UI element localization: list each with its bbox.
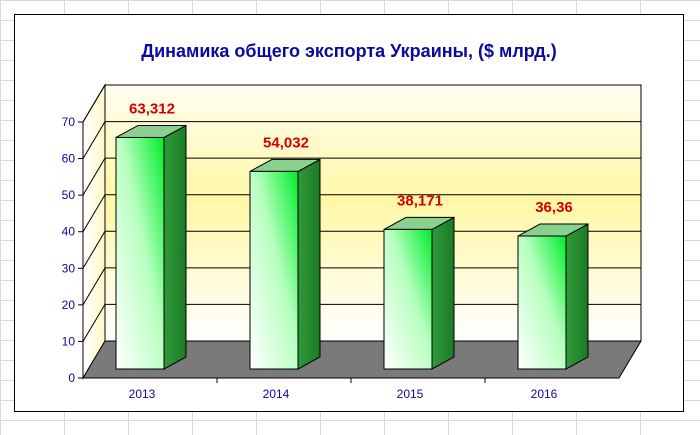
gridline-side (82, 267, 106, 306)
gridline-side (82, 231, 106, 269)
bar-side (565, 223, 589, 370)
bar-group-2015: 38,171 (383, 192, 455, 370)
gridline-side (82, 304, 106, 342)
chart-frame: 0 10 20 30 40 50 60 70 63,312 2013 54,032 2014 38,17… (14, 14, 684, 412)
chart-title: Динамика общего экспорта Украины, ($ млр… (141, 41, 556, 61)
bar-group-2016: 36,36 (517, 199, 589, 370)
bar (517, 235, 567, 370)
y-tick-label: 50 (62, 188, 76, 202)
bar-side (431, 216, 455, 370)
data-label: 38,171 (397, 192, 443, 209)
bar (249, 170, 299, 370)
chart-side-wall (82, 83, 106, 380)
data-label: 54,032 (263, 134, 309, 151)
y-tick-label: 30 (62, 261, 76, 275)
gridline-side (82, 121, 106, 159)
y-tick-label: 0 (68, 371, 75, 385)
bar-side (163, 124, 187, 370)
y-tick-label: 10 (62, 334, 76, 348)
bar-group-2014: 54,032 (249, 134, 321, 370)
bar (115, 136, 165, 370)
bar-chart: 0 10 20 30 40 50 60 70 63,312 2013 54,032 2014 38,17… (62, 41, 642, 401)
x-tick-label: 2016 (531, 387, 558, 401)
gridline-side (82, 84, 106, 123)
bar-side (297, 158, 321, 370)
y-tick-label: 20 (62, 298, 76, 312)
x-tick-label: 2013 (129, 387, 156, 401)
data-label: 63,312 (129, 100, 175, 117)
bar (383, 228, 433, 370)
gridline-side (82, 194, 106, 232)
bar-group-2013: 63,312 (115, 100, 187, 370)
y-tick-label: 40 (62, 225, 76, 239)
data-label: 36,36 (535, 199, 573, 216)
y-tick-label: 70 (62, 115, 76, 129)
x-tick-label: 2015 (397, 387, 424, 401)
y-tick-label: 60 (62, 152, 76, 166)
x-tick-label: 2014 (263, 387, 290, 401)
chart-floor (82, 340, 642, 379)
gridline-side (82, 157, 106, 196)
